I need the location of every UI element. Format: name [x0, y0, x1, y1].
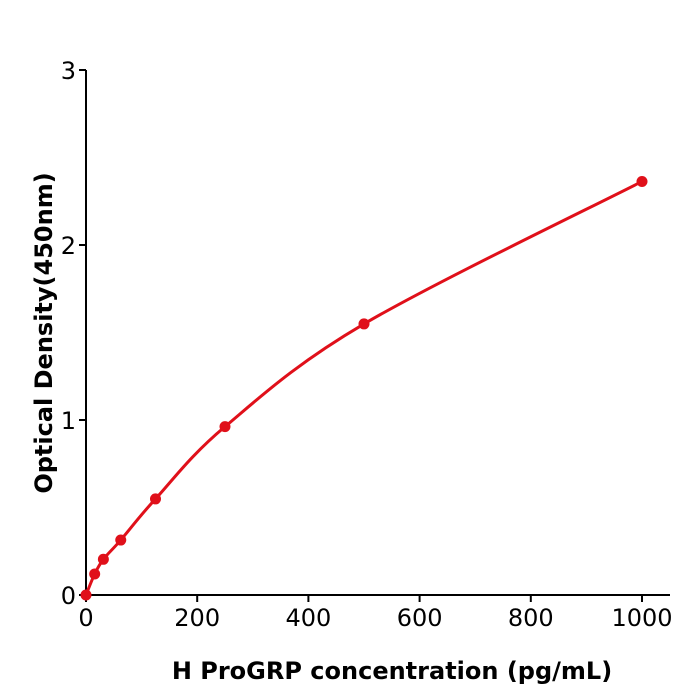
x-tick-label: 200: [174, 604, 220, 632]
y-tick-label: 0: [61, 582, 76, 610]
data-point: [150, 493, 161, 505]
data-point: [636, 175, 648, 187]
y-tick-label: 1: [61, 407, 76, 435]
y-tick-label: 3: [61, 57, 76, 85]
data-point: [115, 534, 127, 546]
x-tick-label: 1000: [611, 604, 672, 632]
fitted-curve: [84, 180, 643, 596]
x-tick-label: 600: [397, 604, 443, 632]
axes: [85, 70, 670, 596]
x-tick-label: 800: [508, 604, 554, 632]
x-tick-label: 400: [285, 604, 331, 632]
data-point: [89, 568, 101, 580]
x-axis-label: H ProGRP concentration (pg/mL): [172, 657, 612, 685]
y-axis-label: Optical Density(450nm): [30, 172, 58, 493]
data-point: [358, 318, 370, 330]
data-point: [97, 553, 109, 565]
x-tick-label: 0: [78, 604, 93, 632]
data-point: [219, 421, 231, 433]
y-tick-label: 2: [61, 232, 76, 260]
data-point: [80, 589, 92, 601]
